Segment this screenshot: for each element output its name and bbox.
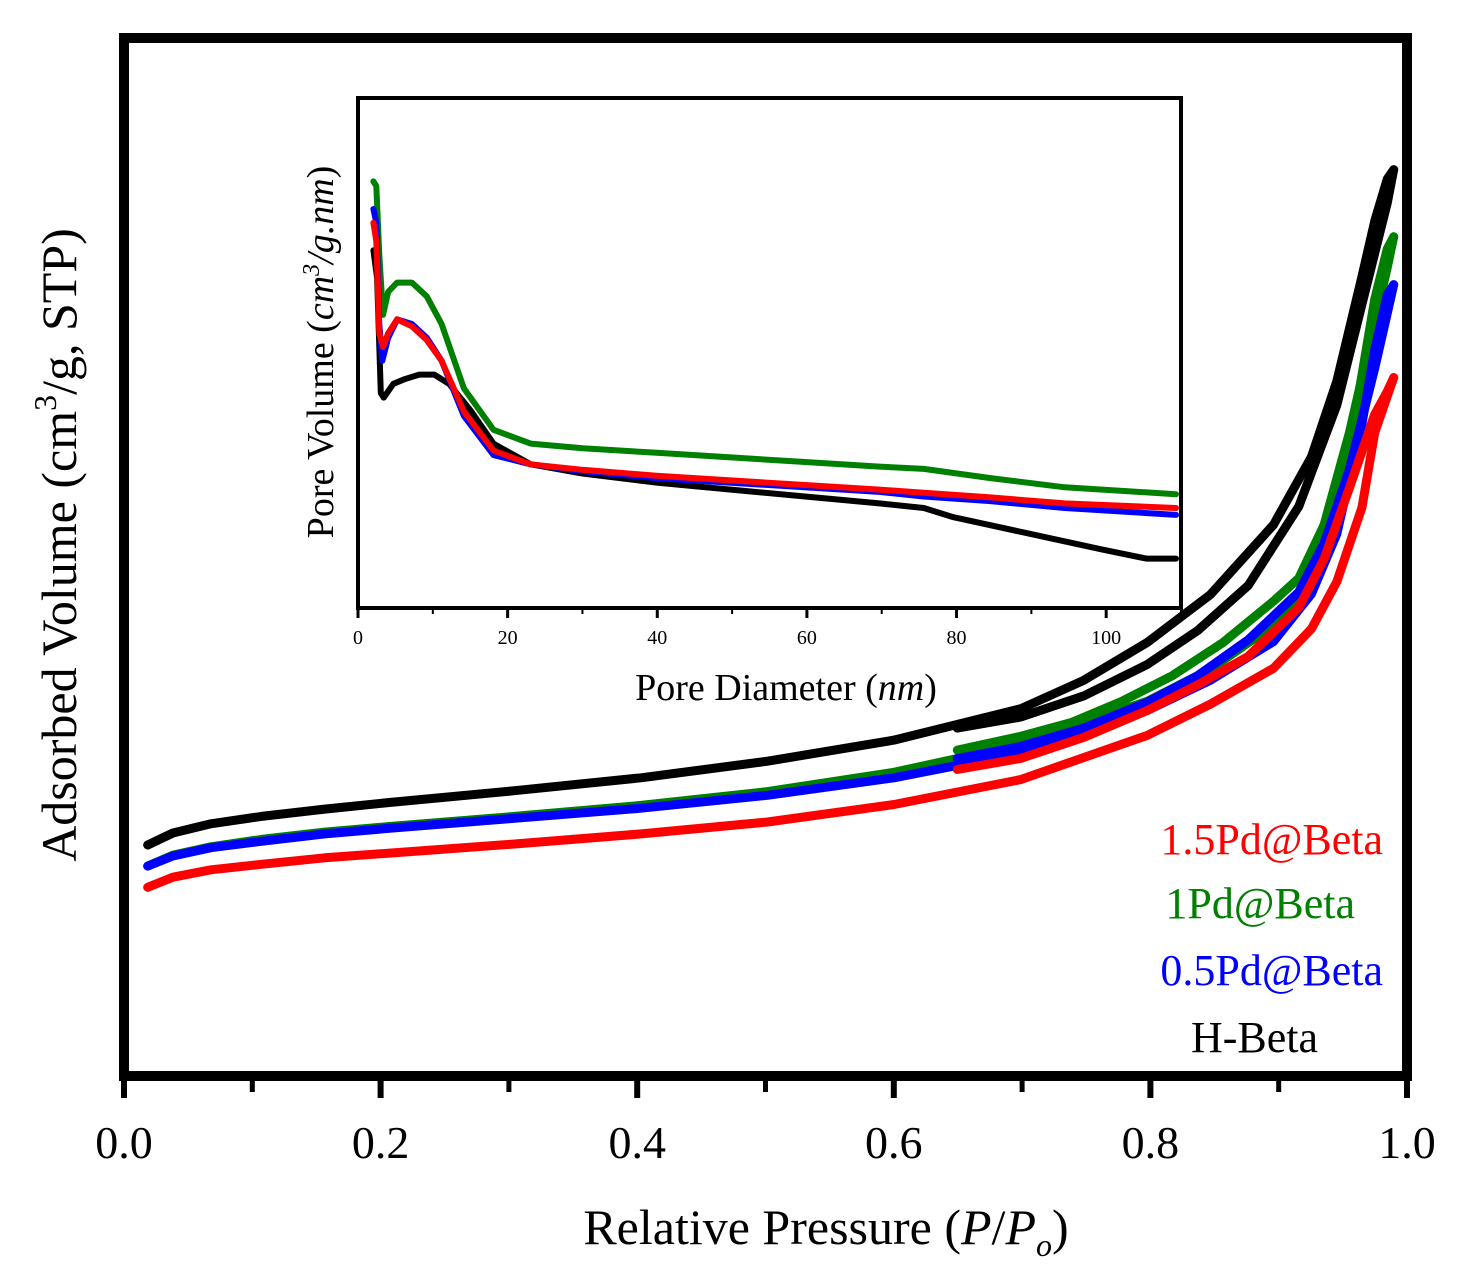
inset-x-tick-label: 60 bbox=[797, 627, 817, 649]
main-x-tick-label: 0.4 bbox=[608, 1117, 666, 1168]
series-1.5pd-beta-desorption bbox=[952, 373, 1399, 774]
main-series-group bbox=[143, 165, 1399, 892]
inset-x-tick-label: 100 bbox=[1091, 627, 1121, 649]
main-x-ticks bbox=[121, 1081, 1410, 1098]
inset-x-tick-label: 80 bbox=[947, 627, 967, 649]
inset-series-0.5pd-beta bbox=[370, 206, 1179, 518]
main-plot-frame bbox=[119, 33, 1412, 1081]
series-h-beta-desorption bbox=[952, 165, 1399, 733]
inset-x-tick-labels: 0 20 40 60 80 100 bbox=[353, 627, 1121, 649]
inset-series-group bbox=[370, 178, 1179, 562]
inset-plot: 0 20 40 60 80 100 Pore Diameter (nm) Pore Vol… bbox=[299, 96, 1183, 709]
main-legend: 1.5Pd@Beta 1Pd@Beta 0.5Pd@Beta H-Beta bbox=[1160, 815, 1383, 1062]
inset-background bbox=[358, 98, 1181, 608]
main-x-tick-label: 0.6 bbox=[865, 1117, 923, 1168]
main-x-tick-label: 0.0 bbox=[95, 1117, 153, 1168]
main-x-tick-label: 1.0 bbox=[1378, 1117, 1436, 1168]
legend-item-1.5pd-beta: 1.5Pd@Beta bbox=[1160, 815, 1383, 864]
series-1pd-beta-desorption bbox=[952, 232, 1399, 755]
inset-x-tick-label: 40 bbox=[647, 627, 667, 649]
inset-y-axis-title: Pore Volume (cm3/g.nm) bbox=[299, 166, 342, 539]
main-plot: 0.0 0.2 0.4 0.6 0.8 1.0 Relative Pressure (P/… bbox=[27, 33, 1436, 1263]
inset-series-1pd-beta bbox=[370, 178, 1179, 498]
legend-item-1pd-beta: 1Pd@Beta bbox=[1165, 879, 1355, 928]
main-x-tick-label: 0.8 bbox=[1122, 1117, 1180, 1168]
inset-x-tick-label: 0 bbox=[353, 627, 363, 649]
main-x-tick-labels: 0.0 0.2 0.4 0.6 0.8 1.0 bbox=[95, 1117, 1436, 1168]
series-1.5pd-beta-adsorption bbox=[143, 373, 1399, 892]
series-h-beta-adsorption bbox=[143, 165, 1399, 850]
inset-series-1.5pd-beta bbox=[370, 219, 1179, 511]
series-0.5pd-beta-desorption bbox=[952, 280, 1399, 763]
legend-item-0.5pd-beta: 0.5Pd@Beta bbox=[1160, 946, 1383, 995]
inset-x-axis-title: Pore Diameter (nm) bbox=[635, 667, 937, 709]
inset-x-tick-label: 20 bbox=[498, 627, 518, 649]
main-x-axis-title: Relative Pressure (P/Po) bbox=[583, 1199, 1068, 1263]
legend-item-h-beta: H-Beta bbox=[1191, 1013, 1318, 1062]
inset-x-ticks bbox=[356, 608, 1182, 618]
main-y-axis-title: Adsorbed Volume (cm3/g, STP) bbox=[27, 228, 87, 862]
main-x-tick-label: 0.2 bbox=[352, 1117, 410, 1168]
inset-plot-frame bbox=[356, 96, 1183, 610]
